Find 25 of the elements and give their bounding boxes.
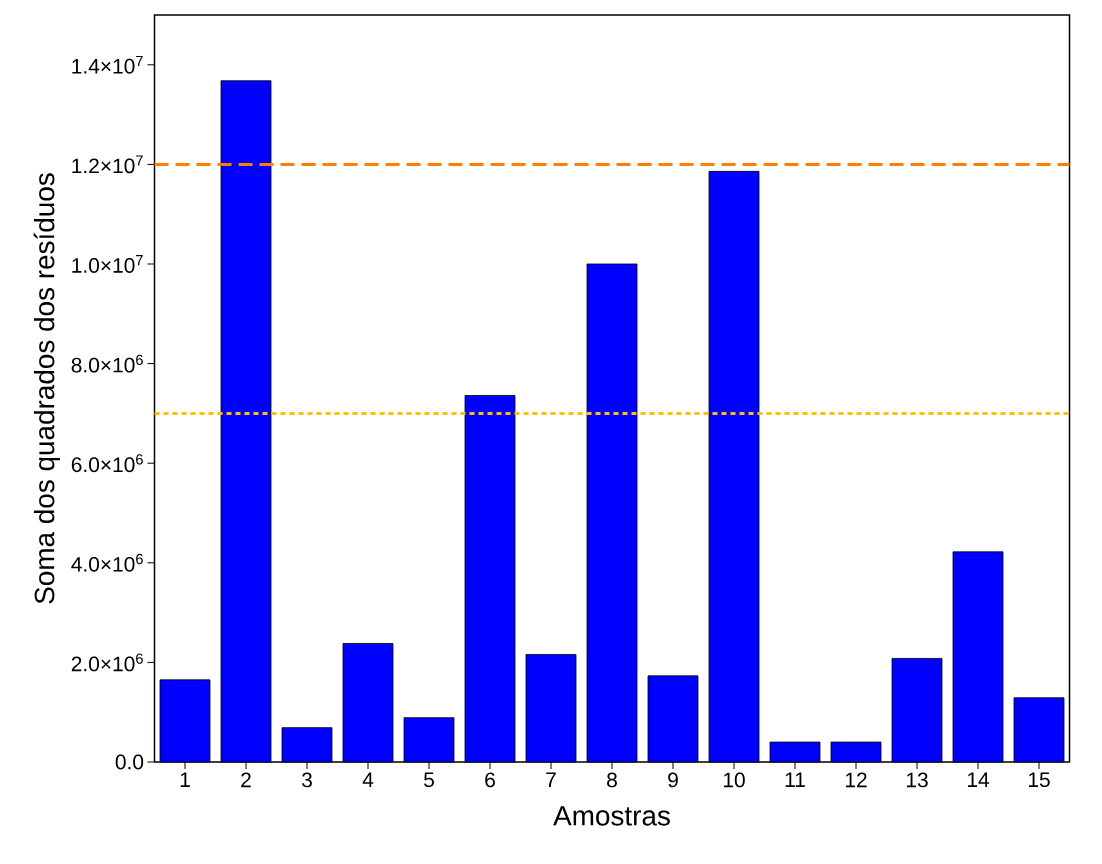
x-tick-label: 1 <box>180 772 190 787</box>
y-tick-label: 0.0 <box>115 754 144 770</box>
x-tick-label: 4 <box>362 772 374 787</box>
x-tick-label: 9 <box>668 772 678 788</box>
y-tick-label: 1.2×10$^{7}$ <box>72 155 143 174</box>
y-tick-label: 8.0×10$^{6}$ <box>71 354 143 373</box>
y-tick-label: 2.0×10$^{6}$ <box>71 653 143 672</box>
y-tick-label: 1.4×10$^{7}$ <box>72 55 143 74</box>
y-tick-label: 4.0×10$^{6}$ <box>71 553 143 572</box>
x-tick-label: 7 <box>546 772 556 787</box>
y-axis-title: Soma dos quadrados dos resíduos <box>33 173 60 604</box>
x-tick-label: 14 <box>967 772 990 787</box>
x-tick-label: 11 <box>785 772 805 787</box>
x-tick-label: 8 <box>607 772 617 788</box>
x-tick-label: 10 <box>723 772 745 788</box>
x-tick-label: 2 <box>241 772 251 788</box>
x-tick-label: 13 <box>906 772 928 788</box>
x-tick-label: 6 <box>485 772 495 788</box>
x-tick-label: 5 <box>424 772 434 788</box>
x-tick-label: 15 <box>1028 772 1050 788</box>
x-tick-label: 3 <box>301 772 312 788</box>
y-tick-label: 1.0×10$^{7}$ <box>72 255 143 273</box>
x-axis-title: Amostras <box>553 806 670 826</box>
x-tick-label: 12 <box>845 772 867 788</box>
y-tick-label: 6.0×10$^{6}$ <box>71 454 143 473</box>
